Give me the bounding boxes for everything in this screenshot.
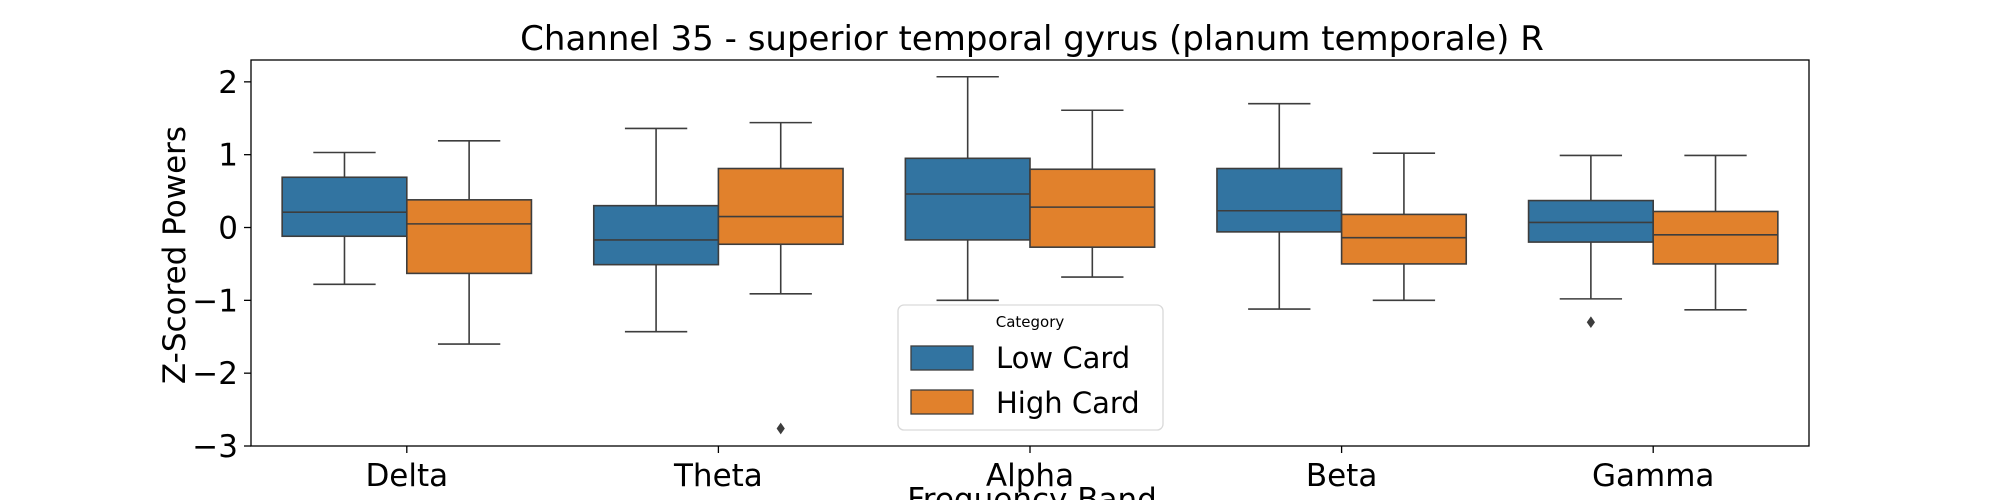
- plot-frame: [250, 59, 1810, 447]
- legend-swatch-low-card: [910, 345, 974, 371]
- low-card-theta-box: [592, 204, 720, 266]
- legend-swatch-high-card: [910, 389, 974, 415]
- y-tick-label: 1: [218, 138, 238, 174]
- high-card-gamma-box: [1652, 210, 1779, 265]
- high-card-theta-outlier: [776, 422, 785, 435]
- x-tick-label-delta: Delta: [365, 458, 448, 494]
- x-tick-label-theta: Theta: [673, 458, 763, 494]
- legend: Category Low Card High Card: [897, 304, 1164, 431]
- x-tick-label-gamma: Gamma: [1592, 458, 1714, 494]
- y-tick-label: −3: [192, 429, 238, 465]
- y-tick-label: 2: [218, 65, 238, 101]
- low-card-alpha-box: [904, 157, 1031, 241]
- y-tick-label: 0: [218, 211, 238, 247]
- x-tick-label-alpha: Alpha: [986, 458, 1074, 494]
- y-tick-label: −1: [192, 283, 238, 319]
- low-card-gamma-outlier: [1586, 316, 1595, 329]
- x-axis-label: Frequency Band: [907, 482, 1157, 500]
- x-tick-label-beta: Beta: [1306, 458, 1378, 494]
- high-card-delta-box: [405, 199, 533, 275]
- y-axis-label: Z-Scored Powers: [157, 126, 193, 384]
- high-card-alpha-box: [1029, 168, 1156, 248]
- low-card-delta-box: [281, 176, 408, 238]
- legend-label-low-card: Low Card: [996, 341, 1130, 375]
- legend-label-high-card: High Card: [996, 386, 1140, 420]
- low-card-gamma-box: [1527, 199, 1655, 243]
- high-card-beta-box: [1340, 213, 1468, 265]
- y-tick-label: −2: [192, 356, 238, 392]
- chart-title: Channel 35 - superior temporal gyrus (pl…: [520, 19, 1544, 59]
- legend-title: Category: [996, 313, 1065, 331]
- low-card-beta-box: [1216, 167, 1343, 233]
- high-card-theta-box: [717, 167, 844, 246]
- plot-area: −3 −2 −1 0 1 2 Delta Theta Alpha Beta Gamma: [192, 65, 1779, 494]
